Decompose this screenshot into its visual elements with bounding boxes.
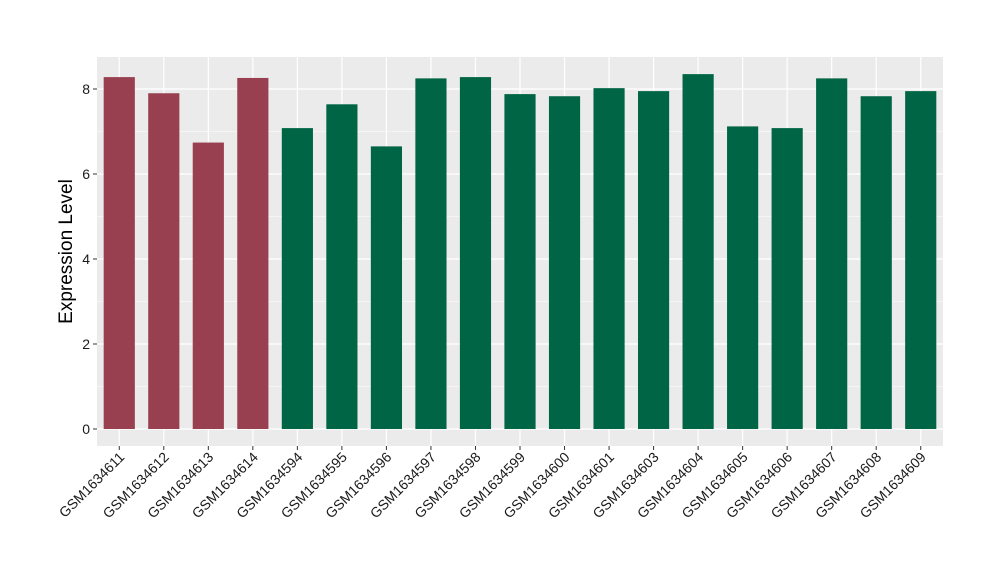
bar-GSM1634603 xyxy=(637,91,670,429)
y-axis: 0 2 4 6 8 xyxy=(82,81,97,437)
bar-GSM1634597 xyxy=(415,78,447,429)
bar-GSM1634614 xyxy=(237,77,269,429)
bar-GSM1634599 xyxy=(504,94,536,429)
bar-GSM1634601 xyxy=(593,88,625,430)
bar-GSM1634595 xyxy=(326,104,358,430)
y-tick-label: 6 xyxy=(82,166,90,182)
bar-GSM1634596 xyxy=(370,146,403,429)
bar-GSM1634604 xyxy=(682,74,714,429)
y-tick-label: 2 xyxy=(82,336,90,352)
y-tick-label: 8 xyxy=(82,81,90,97)
y-tick-label: 0 xyxy=(82,421,90,437)
y-axis-title: Expression Level xyxy=(56,179,77,324)
bar-GSM1634612 xyxy=(148,93,180,429)
bar-GSM1634608 xyxy=(860,96,892,429)
bar-GSM1634598 xyxy=(459,77,492,429)
bar-GSM1634605 xyxy=(727,126,759,430)
bar-GSM1634606 xyxy=(771,128,803,429)
bar-GSM1634609 xyxy=(905,91,937,429)
bar-GSM1634607 xyxy=(816,78,848,429)
bar-GSM1634600 xyxy=(548,96,581,429)
bar-GSM1634613 xyxy=(192,142,224,430)
y-tick-label: 4 xyxy=(82,251,90,267)
bar-GSM1634611 xyxy=(103,77,135,429)
bar-GSM1634594 xyxy=(281,128,313,429)
bars xyxy=(103,74,937,430)
